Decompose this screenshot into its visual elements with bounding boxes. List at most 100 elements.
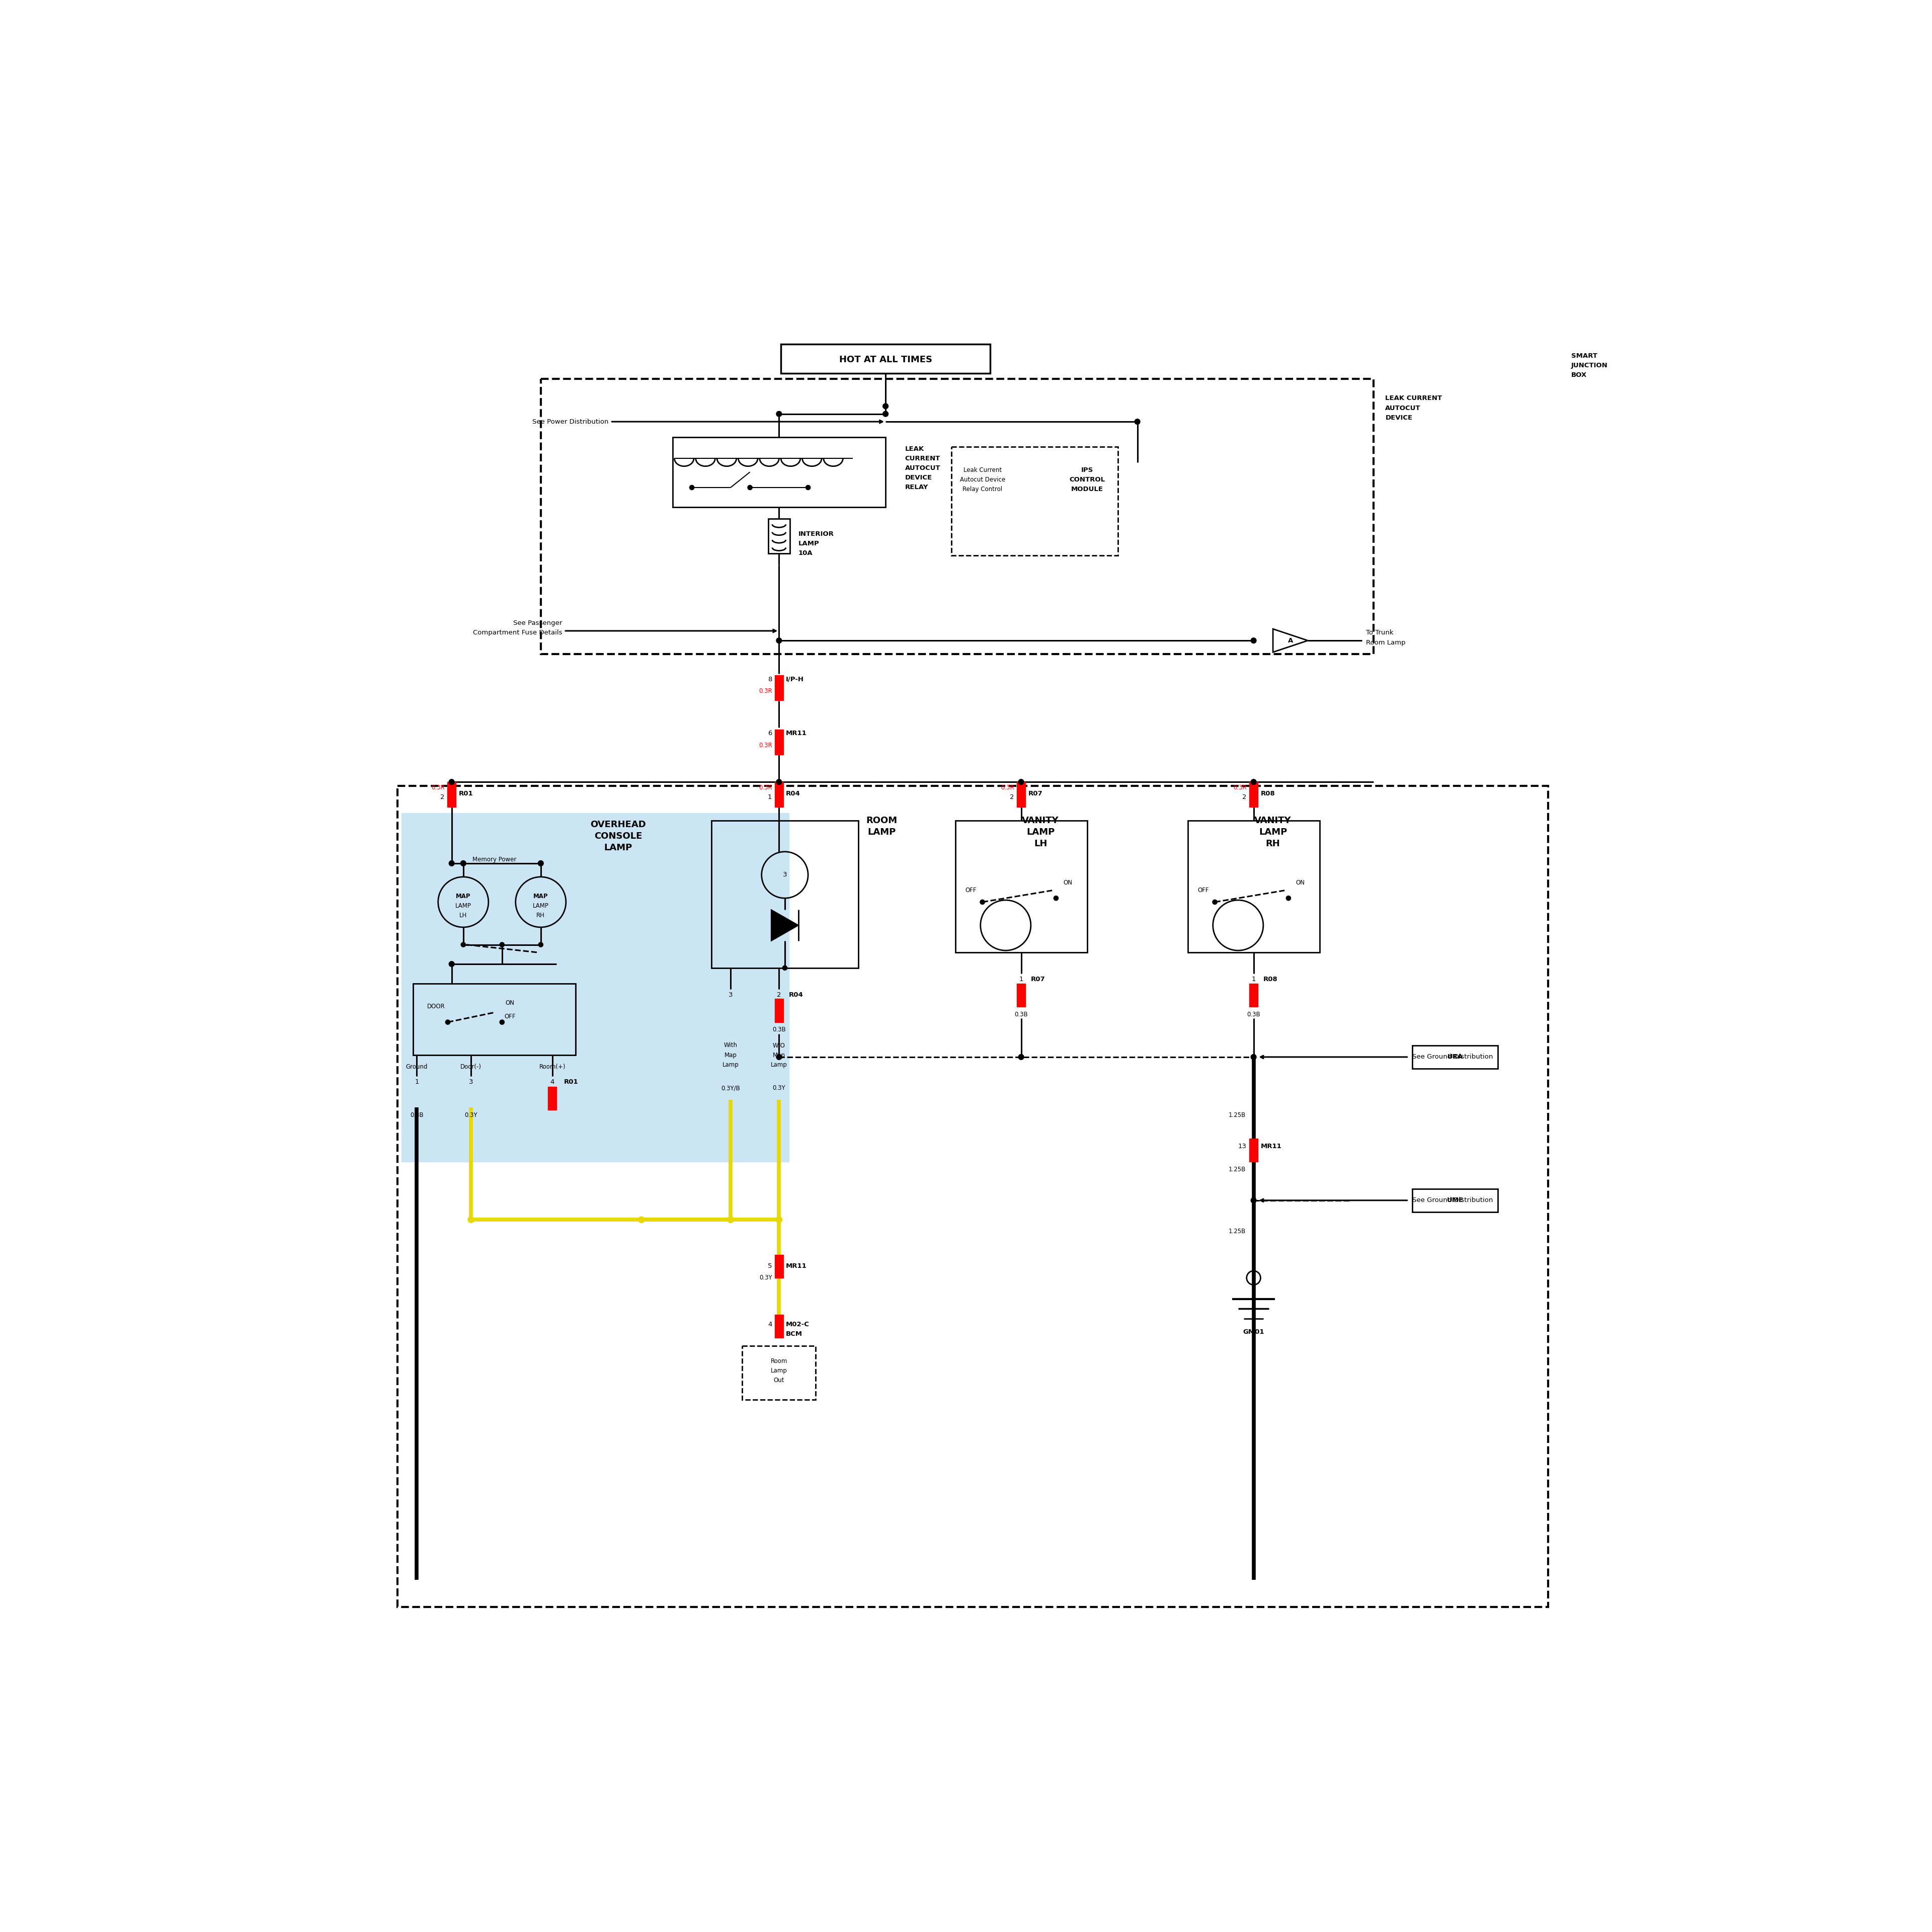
Text: R07: R07 [1028, 790, 1043, 796]
Text: INTERIOR: INTERIOR [798, 531, 835, 537]
Circle shape [500, 943, 504, 947]
Text: 0.3Y: 0.3Y [464, 1111, 477, 1119]
Circle shape [782, 966, 786, 970]
Text: CONSOLE: CONSOLE [595, 831, 641, 840]
Text: IPS: IPS [1080, 468, 1094, 473]
Circle shape [500, 1020, 504, 1024]
Text: VANITY: VANITY [1254, 815, 1291, 825]
Text: 3: 3 [728, 991, 732, 999]
Text: I/P-H: I/P-H [786, 676, 804, 682]
Bar [672, 437, 885, 506]
Bar [781, 344, 989, 373]
Circle shape [446, 1020, 450, 1024]
Text: MR11: MR11 [786, 730, 808, 736]
Text: 1: 1 [767, 794, 773, 800]
Bar [541, 379, 1374, 655]
Circle shape [806, 485, 810, 491]
Text: LAMP: LAMP [1260, 827, 1287, 837]
Text: LAMP: LAMP [605, 842, 632, 852]
Circle shape [777, 779, 782, 784]
Text: R04: R04 [788, 991, 804, 999]
Text: AUTOCUT: AUTOCUT [904, 466, 941, 471]
Text: 0.3R: 0.3R [759, 784, 773, 790]
Text: M02-C: M02-C [786, 1321, 810, 1327]
Text: URA: URA [1447, 1053, 1463, 1061]
Text: OFF: OFF [1198, 887, 1209, 895]
Bar [1188, 821, 1320, 952]
Circle shape [777, 1055, 782, 1061]
Circle shape [1018, 1055, 1024, 1061]
Circle shape [1287, 896, 1291, 900]
Text: MAP: MAP [456, 893, 471, 900]
Text: 5: 5 [767, 1264, 773, 1269]
Circle shape [448, 860, 454, 866]
Text: 0.3R: 0.3R [759, 688, 773, 694]
Text: 0.3Y: 0.3Y [773, 1084, 786, 1092]
Text: DOOR: DOOR [427, 1003, 444, 1010]
Circle shape [883, 412, 889, 417]
Text: 3: 3 [782, 871, 786, 879]
Circle shape [539, 943, 543, 947]
Text: 1.25B: 1.25B [1229, 1229, 1246, 1235]
Text: 0.3B: 0.3B [773, 1026, 786, 1034]
Text: 1: 1 [1252, 976, 1256, 983]
Bar [711, 821, 858, 968]
Circle shape [1250, 1055, 1256, 1061]
Text: Lamp: Lamp [723, 1061, 738, 1068]
Circle shape [537, 860, 543, 866]
Circle shape [1250, 779, 1256, 784]
Text: RH: RH [1265, 838, 1281, 848]
Text: 6: 6 [767, 730, 773, 736]
Polygon shape [771, 910, 798, 941]
Text: 2: 2 [440, 794, 444, 800]
Text: Leak Current: Leak Current [964, 468, 1001, 473]
Text: BOX: BOX [1571, 373, 1586, 379]
Bar [1250, 983, 1258, 1007]
Text: 1.25B: 1.25B [1229, 1167, 1246, 1173]
Text: ON: ON [1296, 879, 1304, 887]
Bar [1412, 1188, 1497, 1211]
Bar [954, 821, 1088, 952]
Text: Out: Out [773, 1378, 784, 1383]
Bar [951, 446, 1119, 554]
Text: Lamp: Lamp [771, 1368, 786, 1374]
Text: UME: UME [1447, 1198, 1463, 1204]
Text: VANITY: VANITY [1022, 815, 1059, 825]
Bar [549, 1088, 556, 1111]
Bar [1016, 782, 1026, 808]
Bar [769, 518, 790, 553]
Circle shape [1053, 896, 1059, 900]
Text: See Ground Distribution: See Ground Distribution [1412, 1198, 1493, 1204]
Text: CURRENT: CURRENT [904, 456, 941, 462]
Text: See Ground Distribution: See Ground Distribution [1412, 1053, 1493, 1061]
Bar [1412, 1045, 1497, 1068]
Text: 1.25B: 1.25B [1229, 1111, 1246, 1119]
Text: 10A: 10A [798, 551, 813, 556]
Circle shape [690, 485, 694, 491]
Text: GM01: GM01 [1242, 1329, 1264, 1335]
Text: CONTROL: CONTROL [1068, 477, 1105, 483]
Text: MAP: MAP [533, 893, 549, 900]
Text: MR11: MR11 [1260, 1144, 1281, 1150]
Bar [413, 983, 576, 1055]
Text: A: A [1289, 638, 1293, 643]
Text: To Trunk: To Trunk [1366, 630, 1393, 636]
Bar [1250, 782, 1258, 808]
Text: LAMP: LAMP [867, 827, 896, 837]
Circle shape [748, 485, 752, 491]
Text: 4: 4 [767, 1321, 773, 1327]
Text: R01: R01 [564, 1078, 578, 1086]
Text: 0.3Y/B: 0.3Y/B [721, 1084, 740, 1092]
Circle shape [777, 1217, 782, 1223]
Text: R08: R08 [1260, 790, 1275, 796]
Text: 0.3R: 0.3R [431, 784, 444, 790]
Text: Room(+): Room(+) [539, 1063, 566, 1070]
Text: OFF: OFF [966, 887, 976, 895]
Text: ON: ON [1063, 879, 1072, 887]
Text: 2: 2 [1010, 794, 1014, 800]
Circle shape [1250, 1198, 1256, 1204]
Bar [775, 1254, 782, 1277]
Text: R08: R08 [1264, 976, 1277, 983]
Text: Door(-): Door(-) [460, 1063, 481, 1070]
Text: R01: R01 [458, 790, 473, 796]
